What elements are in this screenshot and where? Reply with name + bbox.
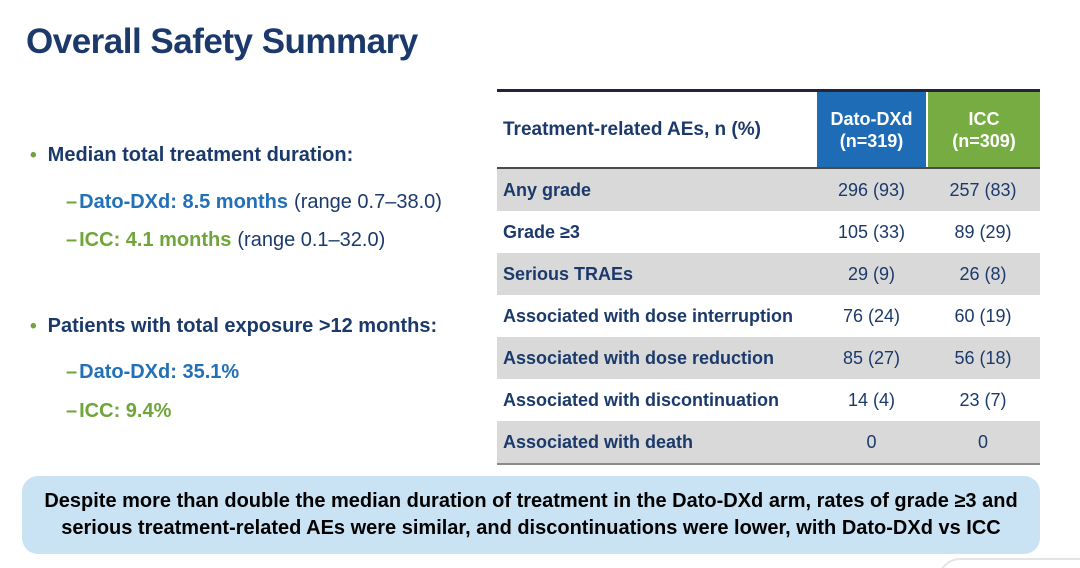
row-label: Associated with discontinuation (503, 389, 780, 410)
bullet-2-label: Patients with total exposure >12 months: (47, 315, 438, 337)
table-header-row: Treatment-related AEs, n (%) Dato-DXd (n… (497, 92, 1040, 169)
dato-exposure-value: Dato-DXd: 35.1% (79, 361, 240, 383)
callout-line-2: serious treatment-related AEs were simil… (61, 517, 1001, 539)
icc-value: 26 (8) (959, 263, 1007, 284)
dato-value: 29 (9) (847, 263, 896, 284)
dash-icon: – (66, 361, 78, 383)
icc-value: 23 (7) (959, 389, 1007, 410)
column-header-dato-dxd: Dato-DXd (n=319) (817, 92, 926, 167)
icc-value: 56 (18) (954, 347, 1012, 368)
icc-header-name: ICC (968, 108, 1000, 129)
table-row: Serious TRAEs 29 (9) 26 (8) (497, 253, 1040, 295)
sub-bullet-icc-exposure: – ICC: 9.4% (66, 400, 171, 423)
row-label: Grade ≥3 (503, 221, 580, 242)
page-title: Overall Safety Summary (26, 22, 418, 61)
icc-duration-value: ICC: 4.1 months (79, 229, 232, 251)
cropped-panel-corner (938, 558, 1080, 568)
dash-icon: – (66, 191, 78, 213)
table-row: Associated with death 0 0 (497, 421, 1040, 463)
icc-header-n: (n=309) (952, 130, 1016, 151)
dato-value: 76 (24) (842, 305, 901, 326)
row-label: Associated with dose reduction (503, 347, 775, 368)
bullet-icon: • (30, 316, 37, 337)
bullet-1-label: Median total treatment duration: (47, 144, 354, 166)
icc-value: 60 (19) (954, 305, 1012, 326)
row-label: Any grade (503, 179, 592, 200)
dash-icon: – (66, 229, 78, 251)
bullet-exposure: • Patients with total exposure >12 months… (30, 315, 437, 338)
row-label: Serious TRAEs (503, 263, 634, 284)
row-label: Associated with death (503, 431, 694, 452)
bullet-median-duration: • Median total treatment duration: (30, 144, 353, 167)
dato-header-name: Dato-DXd (830, 108, 913, 129)
icc-value: 89 (29) (954, 221, 1012, 242)
row-label: Associated with dose interruption (503, 305, 794, 326)
treatment-related-ae-table: Treatment-related AEs, n (%) Dato-DXd (n… (497, 89, 1040, 465)
dato-value: 14 (4) (847, 389, 896, 410)
dato-duration-value: Dato-DXd: 8.5 months (79, 191, 289, 213)
icc-value: 257 (83) (949, 179, 1017, 200)
sub-bullet-dato-exposure: – Dato-DXd: 35.1% (66, 361, 239, 384)
callout-line-1: Despite more than double the median dura… (44, 490, 1018, 512)
icc-duration-range: (range 0.1–32.0) (237, 229, 386, 251)
column-header-icc: ICC (n=309) (926, 92, 1040, 167)
sub-bullet-icc-duration: – ICC: 4.1 months (range 0.1–32.0) (66, 229, 385, 252)
table-row: Associated with dose reduction 85 (27) 5… (497, 337, 1040, 379)
sub-bullet-dato-duration: – Dato-DXd: 8.5 months (range 0.7–38.0) (66, 191, 442, 214)
table-header-label: Treatment-related AEs, n (%) (497, 92, 817, 167)
bullet-icon: • (30, 145, 37, 166)
dato-value: 296 (93) (837, 179, 906, 200)
dato-duration-range: (range 0.7–38.0) (294, 191, 442, 213)
dato-value: 105 (33) (837, 221, 906, 242)
summary-callout: Despite more than double the median dura… (22, 476, 1040, 554)
table-row: Associated with discontinuation 14 (4) 2… (497, 379, 1040, 421)
dato-value: 85 (27) (842, 347, 901, 368)
dato-value: 0 (866, 431, 877, 452)
table-row: Any grade 296 (93) 257 (83) (497, 169, 1040, 211)
icc-exposure-value: ICC: 9.4% (79, 400, 172, 422)
icc-value: 0 (977, 431, 988, 452)
dash-icon: – (66, 400, 78, 422)
table-row: Associated with dose interruption 76 (24… (497, 295, 1040, 337)
table-row: Grade ≥3 105 (33) 89 (29) (497, 211, 1040, 253)
dato-header-n: (n=319) (839, 130, 904, 151)
